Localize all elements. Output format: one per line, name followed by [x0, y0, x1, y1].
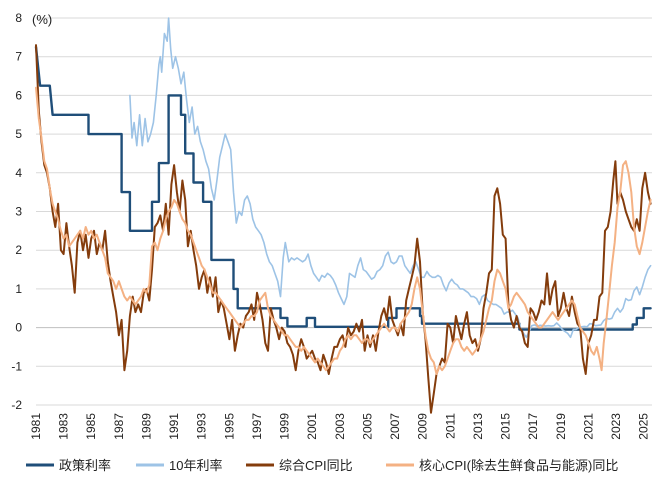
x-tick-label: 1985: [84, 413, 98, 440]
series-line-1: [34, 45, 652, 331]
x-tick-label: 2013: [471, 413, 485, 440]
x-tick-label: 2021: [581, 413, 595, 440]
x-tick-label: 1983: [57, 413, 71, 440]
legend-label-3: 综合CPI同比: [279, 458, 353, 473]
y-tick-label: -1: [11, 359, 22, 373]
y-tick-label: 7: [15, 50, 22, 64]
y-tick-label: 5: [15, 127, 22, 141]
x-tick-label: 1997: [250, 413, 264, 440]
x-tick-label: 1981: [29, 413, 43, 440]
x-axis-ticks: 1981 1983 1985 1987 1989 1991 1993 1995 1997 1999…: [29, 413, 651, 440]
x-tick-label: 1989: [139, 413, 153, 440]
x-tick-label: 1995: [222, 413, 236, 440]
legend-label-1: 政策利率: [59, 458, 111, 473]
y-tick-label: 4: [15, 166, 22, 180]
x-tick-label: 2025: [637, 413, 651, 440]
x-tick-label: 1993: [195, 413, 209, 440]
legend-label-4: 核心CPI(除去生鲜食品与能源)同比: [419, 458, 618, 473]
legend-label-2: 10年利率: [169, 458, 222, 473]
y-tick-label: 1: [15, 282, 22, 296]
x-tick-label: 2005: [360, 413, 374, 440]
x-tick-label: 2023: [609, 413, 623, 440]
series-line-2: [129, 17, 652, 339]
x-tick-label: 2009: [416, 413, 430, 440]
y-tick-label: 8: [15, 11, 22, 25]
y-axis-ticks: -2 -1 0 1 2 3 4 5 6 7 8: [11, 11, 22, 412]
y-tick-label: 2: [15, 243, 22, 257]
gridlines: [36, 17, 652, 406]
x-tick-label: 2003: [333, 413, 347, 440]
x-tick-label: 2015: [499, 413, 513, 440]
x-tick-label: 2019: [554, 413, 568, 440]
y-tick-label: -2: [11, 398, 22, 412]
x-tick-label: 2017: [526, 413, 540, 440]
x-tick-label: 1999: [278, 413, 292, 440]
x-tick-label: 1987: [112, 413, 126, 440]
plot-area: [34, 17, 652, 414]
series-line-3: [35, 44, 652, 414]
series-line-4: [35, 86, 652, 375]
y-tick-label: 3: [15, 205, 22, 219]
legend: 政策利率 10年利率 综合CPI同比 核心CPI(除去生鲜食品与能源)同比: [26, 458, 618, 473]
x-tick-label: 2001: [305, 413, 319, 440]
y-tick-label: 6: [15, 88, 22, 102]
y-axis-unit-label: (%): [32, 12, 52, 27]
x-tick-label: 2011: [443, 413, 457, 439]
x-tick-label: 2007: [388, 413, 402, 440]
x-tick-label: 1991: [167, 413, 181, 440]
y-tick-label: 0: [15, 321, 22, 335]
